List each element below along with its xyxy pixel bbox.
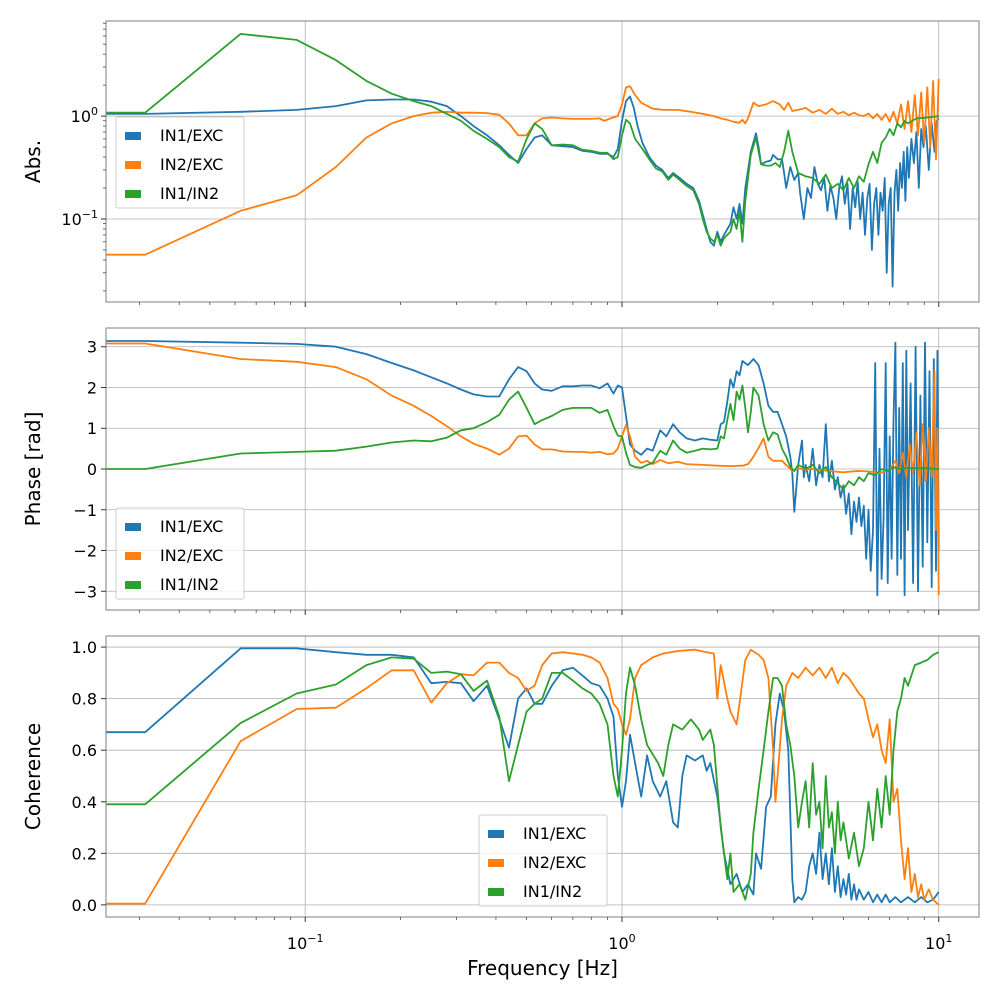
legend-swatch	[488, 888, 504, 896]
y-ticks: 3 2 1 0 −1 −2 −3	[73, 338, 106, 601]
legend-swatch	[488, 830, 504, 838]
series-line-in1-in2	[106, 33, 939, 247]
x-tick-label: 10−1	[287, 932, 324, 953]
legend-label: IN1/IN2	[523, 882, 582, 901]
axes-frame	[105, 635, 980, 918]
legend-swatch	[125, 132, 141, 140]
legend-box	[478, 814, 608, 907]
legend-box	[115, 507, 245, 600]
y-axis-label: Coherence	[21, 723, 45, 830]
legend: IN1/EXC IN2/EXC IN1/IN2	[115, 507, 245, 600]
y-tick-label: −3	[73, 582, 97, 601]
series-group	[106, 340, 940, 597]
legend-label: IN1/IN2	[160, 575, 219, 594]
legend-box	[115, 116, 245, 209]
y-tick-label: 0.0	[72, 896, 97, 915]
y-tick-label: 2	[87, 378, 97, 397]
series-group	[106, 33, 940, 288]
series-group	[106, 647, 940, 906]
y-ticks: 1.0 0.8 0.6 0.4 0.2 0.0	[72, 638, 106, 915]
legend-label: IN1/EXC	[160, 517, 223, 536]
y-axis-label: Phase [rad]	[21, 412, 45, 527]
y-ticks: 100 10−1	[61, 22, 106, 292]
y-axis-label: Abs.	[21, 140, 45, 183]
y-tick-label: 0.6	[72, 741, 97, 760]
legend-label: IN1/EXC	[160, 126, 223, 145]
y-tick-label: 10−1	[61, 208, 98, 229]
series-line-in2-exc	[106, 648, 940, 906]
legend-label: IN2/EXC	[523, 853, 586, 872]
x-ticks	[139, 610, 940, 615]
legend-swatch	[125, 581, 141, 589]
coherence-panel: 1.0 0.8 0.6 0.4 0.2 0.0 Coherence 10−1 100 101 IN1…	[21, 635, 980, 953]
x-tick-label: 101	[925, 932, 952, 953]
legend-label: IN2/EXC	[160, 546, 223, 565]
legend: IN1/EXC IN2/EXC IN1/IN2	[115, 116, 245, 209]
legend-swatch	[125, 190, 141, 198]
legend-label: IN2/EXC	[160, 155, 223, 174]
x-ticks	[139, 917, 940, 922]
y-tick-label: −2	[73, 542, 97, 561]
axes-frame	[105, 20, 980, 303]
magnitude-panel: 100 10−1 Abs. IN1/EXC IN2/EXC IN1/IN2	[21, 20, 980, 307]
y-tick-label: 100	[71, 105, 98, 126]
series-line-in1-in2	[106, 384, 939, 491]
series-line-in1-in2	[106, 651, 940, 901]
series-line-in2-exc	[106, 78, 940, 256]
phase-panel: 3 2 1 0 −1 −2 −3 Phase [rad] IN1/EXC IN2/EXC IN1/I…	[21, 327, 980, 615]
legend-swatch	[125, 552, 141, 560]
y-tick-label: −1	[73, 501, 97, 520]
x-tick-label: 100	[608, 932, 635, 953]
y-tick-label: 1	[87, 419, 97, 438]
grid	[106, 21, 979, 302]
series-line-in2-exc	[106, 342, 940, 596]
legend-swatch	[125, 161, 141, 169]
legend-label: IN1/EXC	[523, 824, 586, 843]
legend-swatch	[488, 859, 504, 867]
legend: IN1/EXC IN2/EXC IN1/IN2	[478, 814, 608, 907]
legend-label: IN1/IN2	[160, 184, 219, 203]
legend-swatch	[125, 523, 141, 531]
y-tick-label: 0.2	[72, 844, 97, 863]
y-tick-label: 0.4	[72, 793, 97, 812]
x-ticks	[139, 302, 940, 307]
series-line-in1-exc	[106, 340, 940, 597]
y-tick-label: 3	[87, 338, 97, 357]
series-line-in1-exc	[106, 95, 940, 288]
y-tick-label: 0.8	[72, 690, 97, 709]
x-axis-label: Frequency [Hz]	[467, 956, 618, 980]
y-tick-label: 0	[87, 460, 97, 479]
y-tick-label: 1.0	[72, 638, 97, 657]
